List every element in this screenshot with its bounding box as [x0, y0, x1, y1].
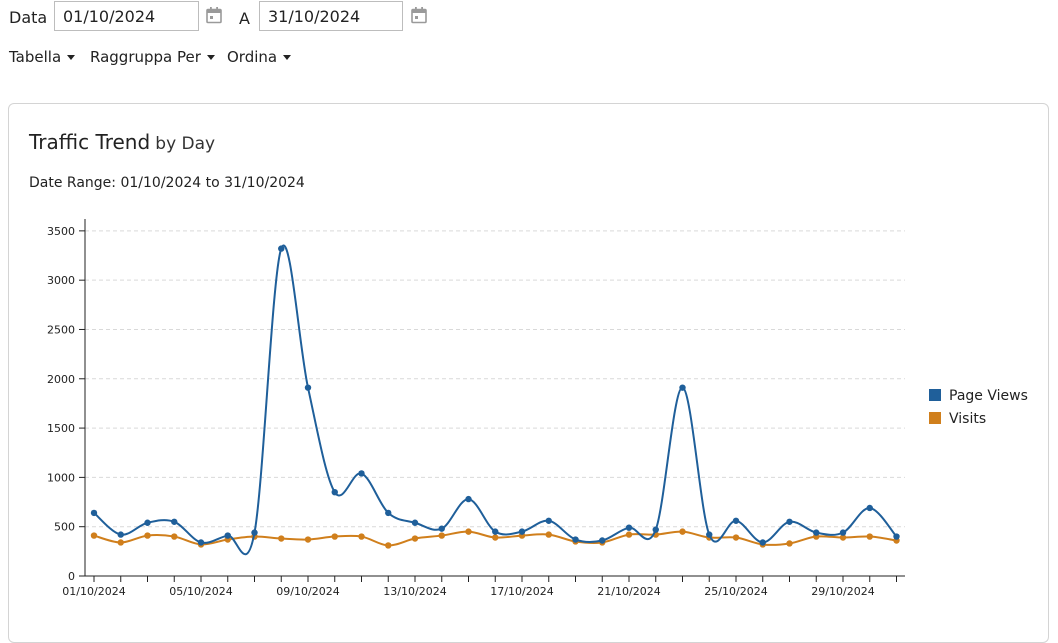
page-views-point	[197, 539, 205, 546]
table-menu-label: Tabella	[9, 48, 62, 66]
page-views-point	[545, 517, 552, 524]
page-views-point	[358, 470, 365, 477]
x-tick-label: 13/10/2024	[383, 585, 446, 598]
caret-down-icon	[206, 54, 215, 60]
visits-point	[679, 528, 686, 535]
page-views-point	[652, 526, 659, 533]
sort-menu-label: Ordina	[227, 48, 278, 66]
panel-title: Traffic Trend by Day	[29, 130, 215, 154]
page-views-point	[866, 504, 873, 512]
end-date-input[interactable]	[259, 1, 403, 31]
visits-point	[411, 535, 419, 542]
visits-point	[465, 528, 472, 535]
page-views-point	[438, 525, 445, 532]
date-range-text: Date Range: 01/10/2024 to 31/10/2024	[29, 175, 305, 191]
y-tick-label: 3500	[47, 225, 75, 238]
range-label: Date Range:	[29, 175, 117, 191]
start-date-input[interactable]	[54, 1, 199, 31]
x-tick-label: 25/10/2024	[704, 585, 767, 598]
caret-down-icon	[67, 54, 76, 60]
page-views-point	[224, 532, 231, 539]
traffic-trend-panel: Traffic Trend by Day Date Range: 01/10/2…	[8, 103, 1049, 643]
visits-point	[839, 534, 847, 541]
sort-menu-button[interactable]: Ordina	[227, 48, 292, 66]
panel-title-suffix: by Day	[155, 134, 216, 154]
visits-legend-swatch	[929, 412, 941, 424]
visits-point	[625, 531, 633, 538]
visits-point	[866, 533, 873, 540]
page-views-point	[331, 488, 338, 496]
x-tick-label: 05/10/2024	[169, 585, 232, 598]
x-tick-label: 09/10/2024	[276, 585, 339, 598]
page-views-point	[813, 529, 820, 536]
visits-point	[90, 532, 98, 539]
y-tick-label: 1500	[47, 422, 75, 435]
visits-point	[358, 533, 365, 540]
group-by-menu-button[interactable]: Raggruppa Per	[90, 48, 215, 66]
y-tick-label: 2500	[47, 323, 75, 336]
y-tick-label: 2000	[47, 373, 75, 386]
y-tick-label: 0	[68, 570, 75, 583]
page-views-point	[786, 518, 793, 525]
page-views-point	[839, 529, 847, 536]
page-views-point	[518, 528, 526, 535]
visits-point	[786, 540, 793, 547]
page-views-point	[251, 529, 258, 536]
page-views-point	[411, 519, 419, 526]
page-views-point	[706, 531, 713, 538]
traffic-trend-chart: 0 500 1000 1500 2000 2500 3000 3500 01/10/2024 05…	[47, 219, 1028, 598]
page-views-point	[278, 245, 285, 252]
page-views-point	[893, 533, 900, 540]
range-connector: to	[205, 175, 220, 191]
page-views-point	[625, 524, 633, 531]
range-from: 01/10/2024	[120, 175, 202, 191]
y-tick-label: 500	[54, 521, 75, 534]
visits-point	[492, 534, 499, 541]
range-to: 31/10/2024	[224, 175, 305, 191]
page-views-point	[732, 517, 740, 524]
x-tick-label: 21/10/2024	[597, 585, 660, 598]
x-tick-label: 17/10/2024	[490, 585, 553, 598]
page-views-point	[90, 509, 98, 517]
page-views-point	[492, 528, 499, 535]
page-views-point	[679, 384, 686, 391]
y-tick-label: 1000	[47, 471, 75, 484]
calendar-icon[interactable]	[205, 6, 223, 24]
page-views-legend-label: Page Views	[949, 388, 1028, 404]
to-label: A	[239, 9, 250, 28]
visits-point	[144, 532, 151, 539]
date-filter-bar: Data A	[0, 0, 1058, 40]
page-views-point	[465, 495, 472, 503]
visits-legend-label: Visits	[949, 411, 986, 427]
visits-point	[385, 542, 392, 549]
page-views-point	[599, 537, 606, 544]
page-views-point	[572, 536, 579, 543]
caret-down-icon	[283, 54, 292, 60]
visits-point	[278, 535, 285, 542]
page-views-point	[759, 539, 766, 546]
calendar-icon[interactable]	[410, 6, 428, 24]
group-by-menu-label: Raggruppa Per	[90, 48, 201, 66]
date-label: Data	[9, 8, 48, 27]
page-views-point	[171, 518, 178, 525]
visits-point	[171, 533, 178, 540]
page-views-point	[117, 531, 124, 538]
y-tick-label: 3000	[47, 274, 75, 287]
visits-point	[304, 536, 312, 543]
page-views-point	[304, 384, 312, 391]
visits-point	[438, 532, 445, 539]
x-tick-label: 29/10/2024	[811, 585, 874, 598]
page-views-point	[385, 509, 392, 517]
visits-point	[331, 533, 338, 540]
table-menu-button[interactable]: Tabella	[9, 48, 76, 66]
page-views-line	[93, 244, 898, 556]
visits-point	[117, 539, 124, 546]
page-views-legend-swatch	[929, 389, 941, 401]
x-tick-label: 01/10/2024	[62, 585, 125, 598]
visits-point	[732, 534, 740, 541]
page-views-point	[144, 519, 151, 526]
visits-point	[545, 531, 552, 538]
panel-title-main: Traffic Trend	[29, 130, 151, 154]
